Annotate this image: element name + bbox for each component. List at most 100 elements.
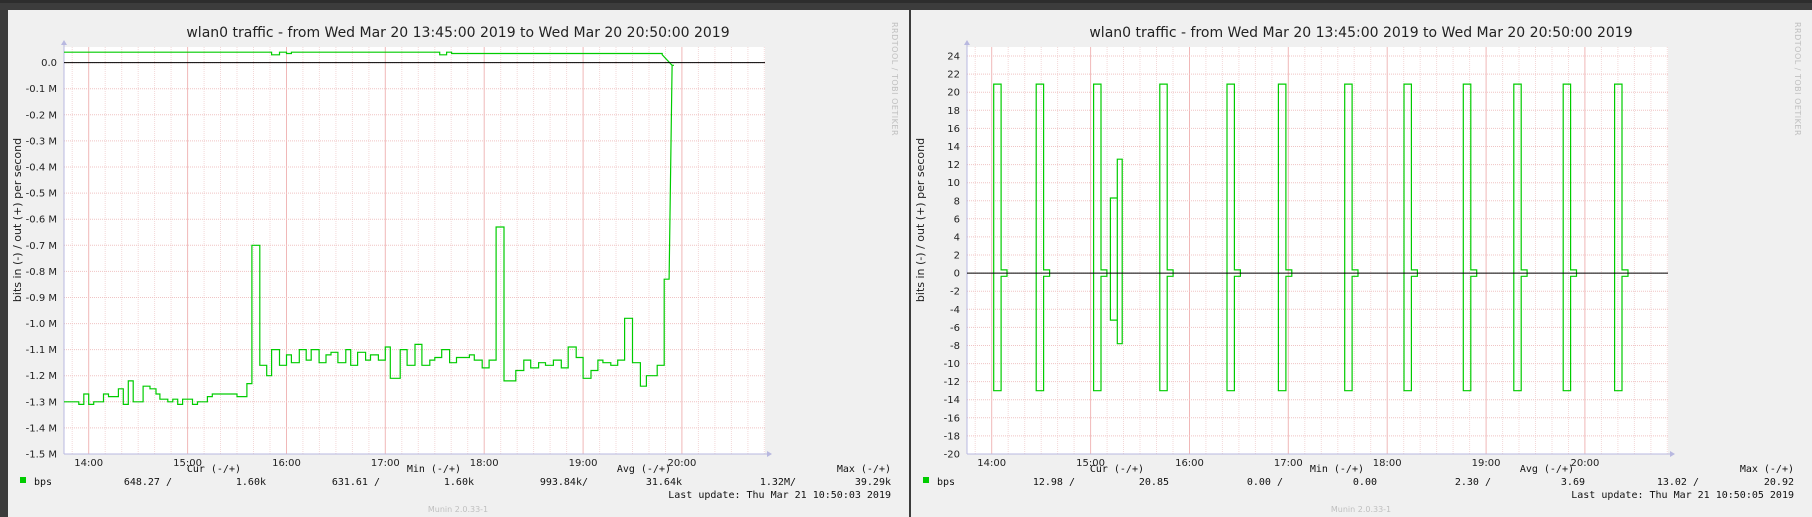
y-tick-label: -0.4 M xyxy=(26,163,57,174)
y-axis-arrow xyxy=(61,40,67,45)
y-tick-label: -0.1 M xyxy=(26,84,57,95)
max-in-value: 13.02 / xyxy=(1657,477,1699,488)
munin-version: Munin 2.0.33-1 xyxy=(1331,505,1391,514)
min-in-value: 631.61 / xyxy=(332,477,380,488)
y-tick-label: -0.5 M xyxy=(26,189,57,200)
cur-in-value: 12.98 / xyxy=(1033,477,1075,488)
max-out-value: 20.92 xyxy=(1764,477,1794,488)
y-tick-label: 6 xyxy=(954,214,960,225)
avg-in-value: 2.30 / xyxy=(1455,477,1491,488)
legend-label-bps: bps xyxy=(34,477,52,488)
series-bps-out xyxy=(64,51,673,66)
avg-header: Avg (-/+) xyxy=(617,464,671,475)
x-tick-label: 14:00 xyxy=(977,458,1006,469)
plot-area xyxy=(64,47,765,454)
y-tick-label: 2 xyxy=(954,251,960,262)
x-axis-arrow xyxy=(767,451,772,457)
cur-out-value: 20.85 xyxy=(1139,477,1169,488)
chart-panel-left: wlan0 traffic - from Wed Mar 20 13:45:00… xyxy=(8,10,909,517)
min-in-value: 0.00 / xyxy=(1247,477,1283,488)
y-tick-label: -14 xyxy=(944,395,960,406)
x-tick-label: 16:00 xyxy=(272,458,301,469)
y-tick-label: -0.3 M xyxy=(26,136,57,147)
y-tick-label: -1.0 M xyxy=(26,319,57,330)
cur-header: Cur (-/+) xyxy=(1090,464,1144,475)
last-update: Last update: Thu Mar 21 10:50:03 2019 xyxy=(668,490,891,501)
avg-out-value: 3.69 xyxy=(1561,477,1585,488)
series-bps-in xyxy=(993,273,1629,392)
rrdtool-credit: RRDTOOL / TOBI OETIKER xyxy=(890,22,899,136)
y-tick-label: -1.2 M xyxy=(26,371,57,382)
y-axis-arrow xyxy=(964,40,970,45)
y-tick-label: -12 xyxy=(944,377,960,388)
chart-title: wlan0 traffic - from Wed Mar 20 13:45:00… xyxy=(1089,25,1632,41)
chart-panel-right: wlan0 traffic - from Wed Mar 20 13:45:00… xyxy=(911,10,1812,517)
y-axis-label: bits in (-) / out (+) per second xyxy=(11,138,24,302)
x-tick-label: 18:00 xyxy=(470,458,499,469)
y-tick-label: -1.5 M xyxy=(26,450,57,461)
min-header: Min (-/+) xyxy=(1310,464,1364,475)
y-tick-label: -20 xyxy=(944,450,960,461)
legend-swatch-bps xyxy=(923,477,929,483)
avg-out-value: 31.64k xyxy=(646,477,682,488)
y-tick-label: 16 xyxy=(947,124,960,135)
y-tick-label: 0 xyxy=(954,269,960,280)
legend-swatch-bps xyxy=(20,477,26,483)
max-header: Max (-/+) xyxy=(1740,464,1794,475)
y-tick-label: -2 xyxy=(950,287,960,298)
min-out-value: 0.00 xyxy=(1353,477,1377,488)
min-out-value: 1.60k xyxy=(444,477,474,488)
y-tick-label: 18 xyxy=(947,106,960,117)
y-tick-label: -0.2 M xyxy=(26,110,57,121)
munin-version: Munin 2.0.33-1 xyxy=(428,505,488,514)
cur-header: Cur (-/+) xyxy=(187,464,241,475)
x-tick-label: 19:00 xyxy=(569,458,598,469)
max-header: Max (-/+) xyxy=(837,464,891,475)
y-tick-label: -1.1 M xyxy=(26,345,57,356)
x-tick-label: 17:00 xyxy=(1274,458,1303,469)
y-tick-label: -4 xyxy=(950,305,960,316)
series-bps-in xyxy=(64,64,674,405)
y-tick-label: 20 xyxy=(947,88,960,99)
y-tick-label: -1.4 M xyxy=(26,423,57,434)
y-tick-label: 4 xyxy=(954,232,960,243)
x-tick-label: 20:00 xyxy=(1570,458,1599,469)
traffic-chart-left: wlan0 traffic - from Wed Mar 20 13:45:00… xyxy=(11,22,899,514)
max-in-value: 1.32M/ xyxy=(760,477,796,488)
y-tick-label: -1.3 M xyxy=(26,397,57,408)
last-update: Last update: Thu Mar 21 10:50:05 2019 xyxy=(1571,490,1794,501)
y-tick-label: 10 xyxy=(947,178,960,189)
x-tick-label: 20:00 xyxy=(667,458,696,469)
x-tick-label: 19:00 xyxy=(1472,458,1501,469)
y-tick-label: -8 xyxy=(950,341,960,352)
y-tick-label: -10 xyxy=(944,359,960,370)
chart-title: wlan0 traffic - from Wed Mar 20 13:45:00… xyxy=(186,25,729,41)
x-tick-label: 15:00 xyxy=(1076,458,1105,469)
plot-area xyxy=(967,47,1668,454)
y-tick-label: -18 xyxy=(944,431,960,442)
y-tick-label: 22 xyxy=(947,70,960,81)
y-tick-label: -6 xyxy=(950,323,960,334)
y-tick-label: 0.0 xyxy=(41,58,57,69)
series-bps-out xyxy=(993,83,1629,274)
y-tick-label: -0.7 M xyxy=(26,241,57,252)
x-tick-label: 14:00 xyxy=(74,458,103,469)
x-tick-label: 16:00 xyxy=(1175,458,1204,469)
y-tick-label: 24 xyxy=(947,52,960,63)
y-tick-label: -0.9 M xyxy=(26,293,57,304)
y-tick-label: 8 xyxy=(954,196,960,207)
x-tick-label: 17:00 xyxy=(371,458,400,469)
min-header: Min (-/+) xyxy=(407,464,461,475)
traffic-chart-right: wlan0 traffic - from Wed Mar 20 13:45:00… xyxy=(914,22,1802,514)
x-axis-arrow xyxy=(1670,451,1675,457)
y-tick-label: -0.8 M xyxy=(26,267,57,278)
y-tick-label: 12 xyxy=(947,160,960,171)
y-axis-label: bits in (-) / out (+) per second xyxy=(914,138,927,302)
window-top-strip xyxy=(0,0,1812,3)
rrdtool-credit: RRDTOOL / TOBI OETIKER xyxy=(1793,22,1802,136)
legend-label-bps: bps xyxy=(937,477,955,488)
max-out-value: 39.29k xyxy=(855,477,891,488)
x-tick-label: 18:00 xyxy=(1373,458,1402,469)
avg-header: Avg (-/+) xyxy=(1520,464,1574,475)
y-tick-label: -16 xyxy=(944,413,960,424)
